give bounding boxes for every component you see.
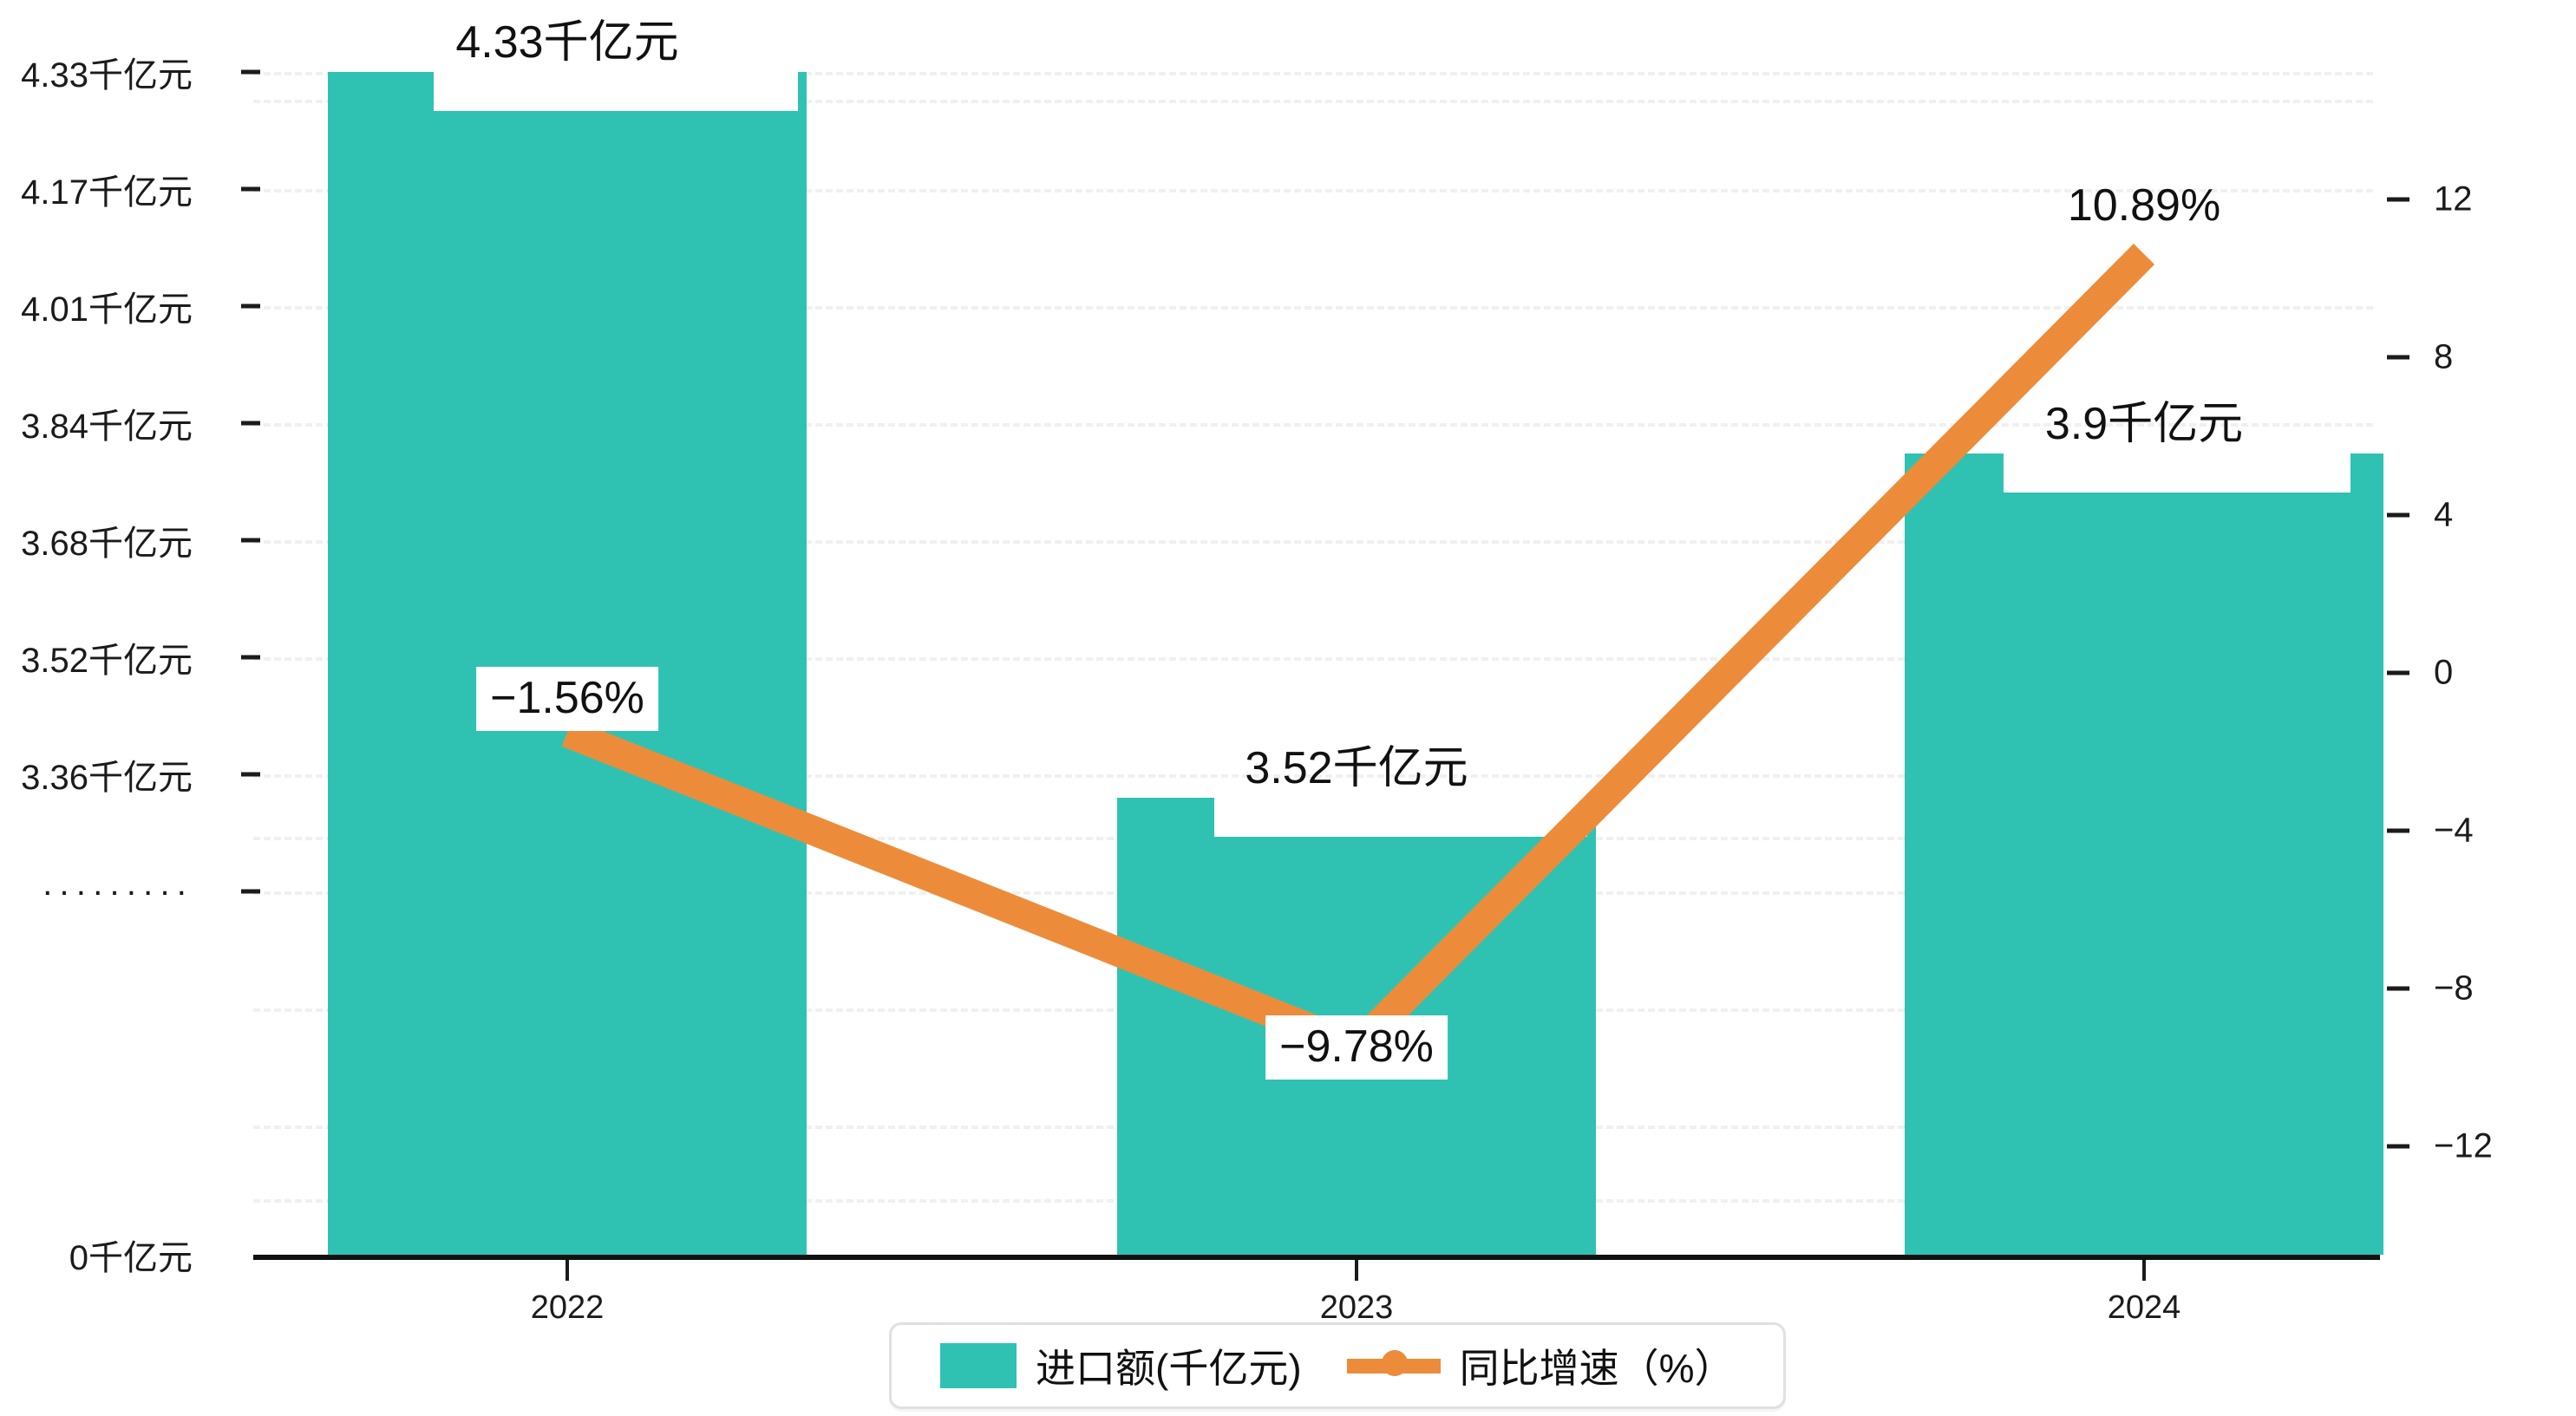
y-axis-right-label-5: −8: [2434, 969, 2474, 1008]
y-axis-right-label-0: 12: [2434, 179, 2473, 219]
line-value-label-2023: −9.78%: [1265, 1015, 1448, 1080]
gridline: [253, 72, 2373, 75]
y-axis-right-tick: [2387, 670, 2409, 675]
bar-label-box-2023: [1214, 795, 1587, 837]
y-axis-right-tick: [2387, 1144, 2409, 1149]
legend-item-import-value[interactable]: 进口额(千亿元): [918, 1337, 1324, 1394]
y-axis-left-tick: [241, 186, 260, 192]
y-axis-left-tick: [241, 69, 260, 75]
legend-label-growth-rate: 同比增速（%）: [1459, 1346, 1735, 1391]
gridline: [253, 189, 2373, 192]
y-axis-left-tick: [241, 889, 260, 894]
y-axis-left-label-0: 4.33千亿元: [21, 56, 193, 95]
y-axis-left-label-4: 3.68千亿元: [21, 525, 193, 563]
y-axis-left-label-1: 4.17千亿元: [21, 173, 193, 212]
x-axis-label-2022: 2022: [530, 1289, 605, 1326]
bar-2024[interactable]: [1905, 454, 2383, 1255]
y-axis-right-label-1: 8: [2434, 337, 2454, 376]
y-axis-right-tick: [2387, 986, 2409, 991]
legend-item-growth-rate[interactable]: 同比增速（%）: [1324, 1337, 1757, 1394]
y-axis-left-tick: [241, 772, 260, 777]
legend: 进口额(千亿元) 同比增速（%）: [889, 1322, 1786, 1409]
x-axis-label-2024: 2024: [2107, 1289, 2181, 1326]
gridline: [253, 100, 2373, 103]
y-axis-right-label-3: 0: [2434, 653, 2454, 692]
bar-value-label-2024: 3.9千亿元: [2044, 399, 2244, 449]
y-axis-left-label-5: 3.52千亿元: [21, 642, 193, 680]
y-axis-left-label-2: 4.01千亿元: [21, 290, 193, 329]
legend-label-import-value: 进口额(千亿元): [1036, 1346, 1302, 1391]
x-axis-line: [253, 1255, 2380, 1260]
y-axis-left-tick: [241, 538, 260, 543]
legend-line-swatch-icon: [1346, 1343, 1441, 1388]
y-axis-left-label-break: ·········: [42, 871, 193, 910]
line-value-label-2024: 10.89%: [2067, 180, 2221, 231]
y-axis-right-tick: [2387, 197, 2409, 202]
x-axis-tick: [566, 1260, 569, 1281]
y-axis-right-tick: [2387, 355, 2409, 360]
bar-value-label-2022: 4.33千亿元: [455, 17, 679, 68]
y-axis-left-label-zero: 0千亿元: [69, 1239, 193, 1277]
y-axis-left-tick: [241, 303, 260, 309]
y-axis-left-tick: [241, 421, 260, 426]
y-axis-right-tick: [2387, 512, 2409, 518]
x-axis-tick: [1355, 1260, 1358, 1281]
y-axis-right-tick: [2387, 828, 2409, 833]
legend-bar-swatch-icon: [940, 1343, 1017, 1388]
bar-label-box-2022: [434, 69, 798, 111]
y-axis-right-label-2: 4: [2434, 495, 2454, 534]
y-axis-right-label-6: −12: [2434, 1126, 2493, 1165]
bar-label-box-2024: [2004, 451, 2350, 493]
y-axis-left-label-3: 3.84千亿元: [21, 408, 193, 446]
bar-value-label-2023: 3.52千亿元: [1245, 743, 1468, 793]
bar-2022[interactable]: [328, 72, 807, 1255]
y-axis-right-label-4: −4: [2434, 811, 2474, 850]
x-axis-tick: [2142, 1260, 2146, 1281]
x-axis-label-2023: 2023: [1319, 1289, 1394, 1326]
y-axis-left-tick: [241, 655, 260, 660]
y-axis-left-label-6: 3.36千亿元: [21, 759, 193, 797]
line-value-label-2022: −1.56%: [476, 667, 658, 731]
